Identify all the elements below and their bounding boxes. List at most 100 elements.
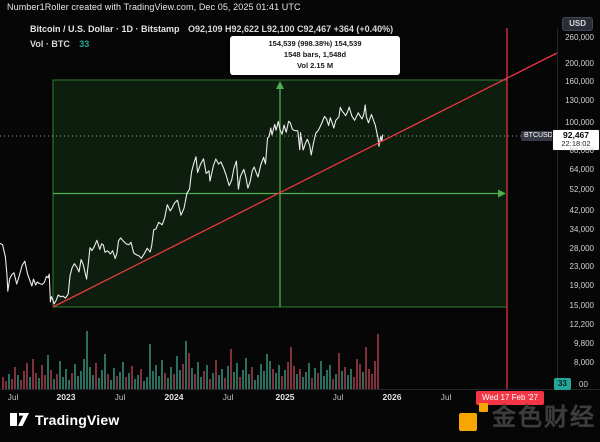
price-tick: 42,000: [569, 206, 594, 215]
volume-bar: [176, 356, 178, 389]
price-tick: 28,000: [569, 244, 594, 253]
price-tick: 8,000: [573, 358, 594, 367]
volume-bar: [20, 380, 22, 389]
volume-bar: [245, 358, 247, 389]
volume-indicator-label[interactable]: Vol · BTC: [30, 39, 70, 49]
volume-bar: [5, 381, 7, 389]
tradingview-logo-icon: [10, 413, 29, 426]
volume-bar: [104, 354, 106, 389]
volume-bar: [53, 379, 55, 389]
price-tick: 64,000: [569, 165, 594, 174]
volume-bar: [329, 365, 331, 389]
volume-bar: [269, 361, 271, 389]
range-horizontal-arrowhead: [498, 189, 506, 198]
volume-bar: [29, 377, 31, 389]
volume-bar: [287, 362, 289, 389]
volume-bar: [152, 371, 154, 389]
price-tick: 130,000: [565, 96, 594, 105]
volume-bar: [80, 371, 82, 389]
last-price-value: 92,467: [563, 130, 589, 140]
volume-bar: [200, 377, 202, 389]
volume-bar: [38, 378, 40, 389]
volume-bar: [77, 376, 79, 389]
volume-bar: [47, 355, 49, 389]
volume-bar: [233, 372, 235, 389]
volume-bar: [89, 367, 91, 389]
volume-bar: [101, 370, 103, 389]
currency-unit-button[interactable]: USD: [562, 17, 593, 31]
volume-bar: [221, 369, 223, 389]
volume-bar: [209, 379, 211, 389]
volume-bar: [161, 360, 163, 389]
volume-indicator-value: 33: [79, 39, 90, 49]
volume-bar: [62, 377, 64, 389]
price-tick: 23,000: [569, 262, 594, 271]
jinse-watermark: 金色财经: [458, 402, 596, 432]
volume-bar: [170, 367, 172, 389]
time-tick: Jul: [440, 392, 452, 402]
volume-bar: [272, 369, 274, 389]
price-tick: 100,000: [565, 118, 594, 127]
ohlc-values: O92,109 H92,622 L92,100 C92,467 +364 (+0…: [187, 24, 394, 34]
volume-bar: [323, 376, 325, 389]
volume-bar: [197, 362, 199, 389]
volume-bar: [158, 376, 160, 389]
volume-bar: [203, 371, 205, 389]
jinse-logo-icon: [458, 402, 488, 432]
volume-bar: [68, 380, 70, 389]
volume-bar: [338, 353, 340, 389]
volume-bar: [218, 375, 220, 389]
volume-bar: [137, 375, 139, 389]
volume-bar: [293, 366, 295, 389]
volume-bar: [308, 363, 310, 389]
volume-bar: [212, 373, 214, 389]
volume-value-badge: 33: [554, 378, 571, 390]
price-line-series: [0, 104, 384, 305]
volume-bar: [314, 368, 316, 389]
range-tooltip-price: 154,539 (998.38%) 154,539: [268, 39, 362, 48]
volume-bar: [185, 341, 187, 389]
range-tooltip-bars: 1548 bars, 1,548d: [283, 49, 347, 59]
volume-bar: [59, 361, 61, 389]
volume-bar: [335, 374, 337, 389]
volume-bar: [155, 365, 157, 389]
volume-bar: [251, 367, 253, 389]
volume-bar: [362, 372, 364, 389]
time-tick: Jul: [114, 392, 126, 402]
time-tick: 2025: [275, 392, 295, 402]
range-vertical-arrowhead: [276, 81, 284, 89]
volume-bar: [350, 369, 352, 389]
volume-bar: [134, 379, 136, 389]
vertical-line-date-badge: Wed 17 Feb '27: [476, 391, 545, 405]
time-tick: Jul: [7, 392, 19, 402]
volume-bar: [278, 365, 280, 389]
volume-bar: [119, 372, 121, 389]
volume-bar: [296, 374, 298, 389]
time-tick: Jul: [222, 392, 234, 402]
symbol-title[interactable]: Bitcoin / U.S. Dollar · 1D · Bitstamp: [30, 24, 180, 34]
tradingview-logo[interactable]: TradingView: [10, 410, 119, 429]
volume-bar: [374, 361, 376, 389]
volume-bar: [353, 377, 355, 389]
volume-bar: [263, 371, 265, 389]
range-tooltip-volume: Vol 2.15 M: [296, 60, 334, 70]
volume-bar: [167, 378, 169, 389]
volume-bar: [368, 369, 370, 389]
time-tick: 2026: [382, 392, 402, 402]
volume-bar: [194, 374, 196, 389]
trend-line: [52, 52, 558, 308]
jinse-watermark-text: 金色财经: [492, 404, 596, 431]
range-tooltip: 154,539 (998.38%) 154,539 1548 bars, 1,5…: [230, 36, 400, 75]
attribution-text: Number1Roller created with TradingView.c…: [7, 2, 301, 12]
volume-bar: [92, 375, 94, 389]
volume-bar: [164, 373, 166, 389]
volume-bar: [122, 362, 124, 389]
volume-bar: [8, 374, 10, 389]
volume-bar: [275, 373, 277, 389]
volume-bar: [50, 370, 52, 389]
volume-bar: [146, 377, 148, 389]
volume-bar: [254, 380, 256, 389]
bar-countdown: 22:18:02: [561, 139, 591, 149]
